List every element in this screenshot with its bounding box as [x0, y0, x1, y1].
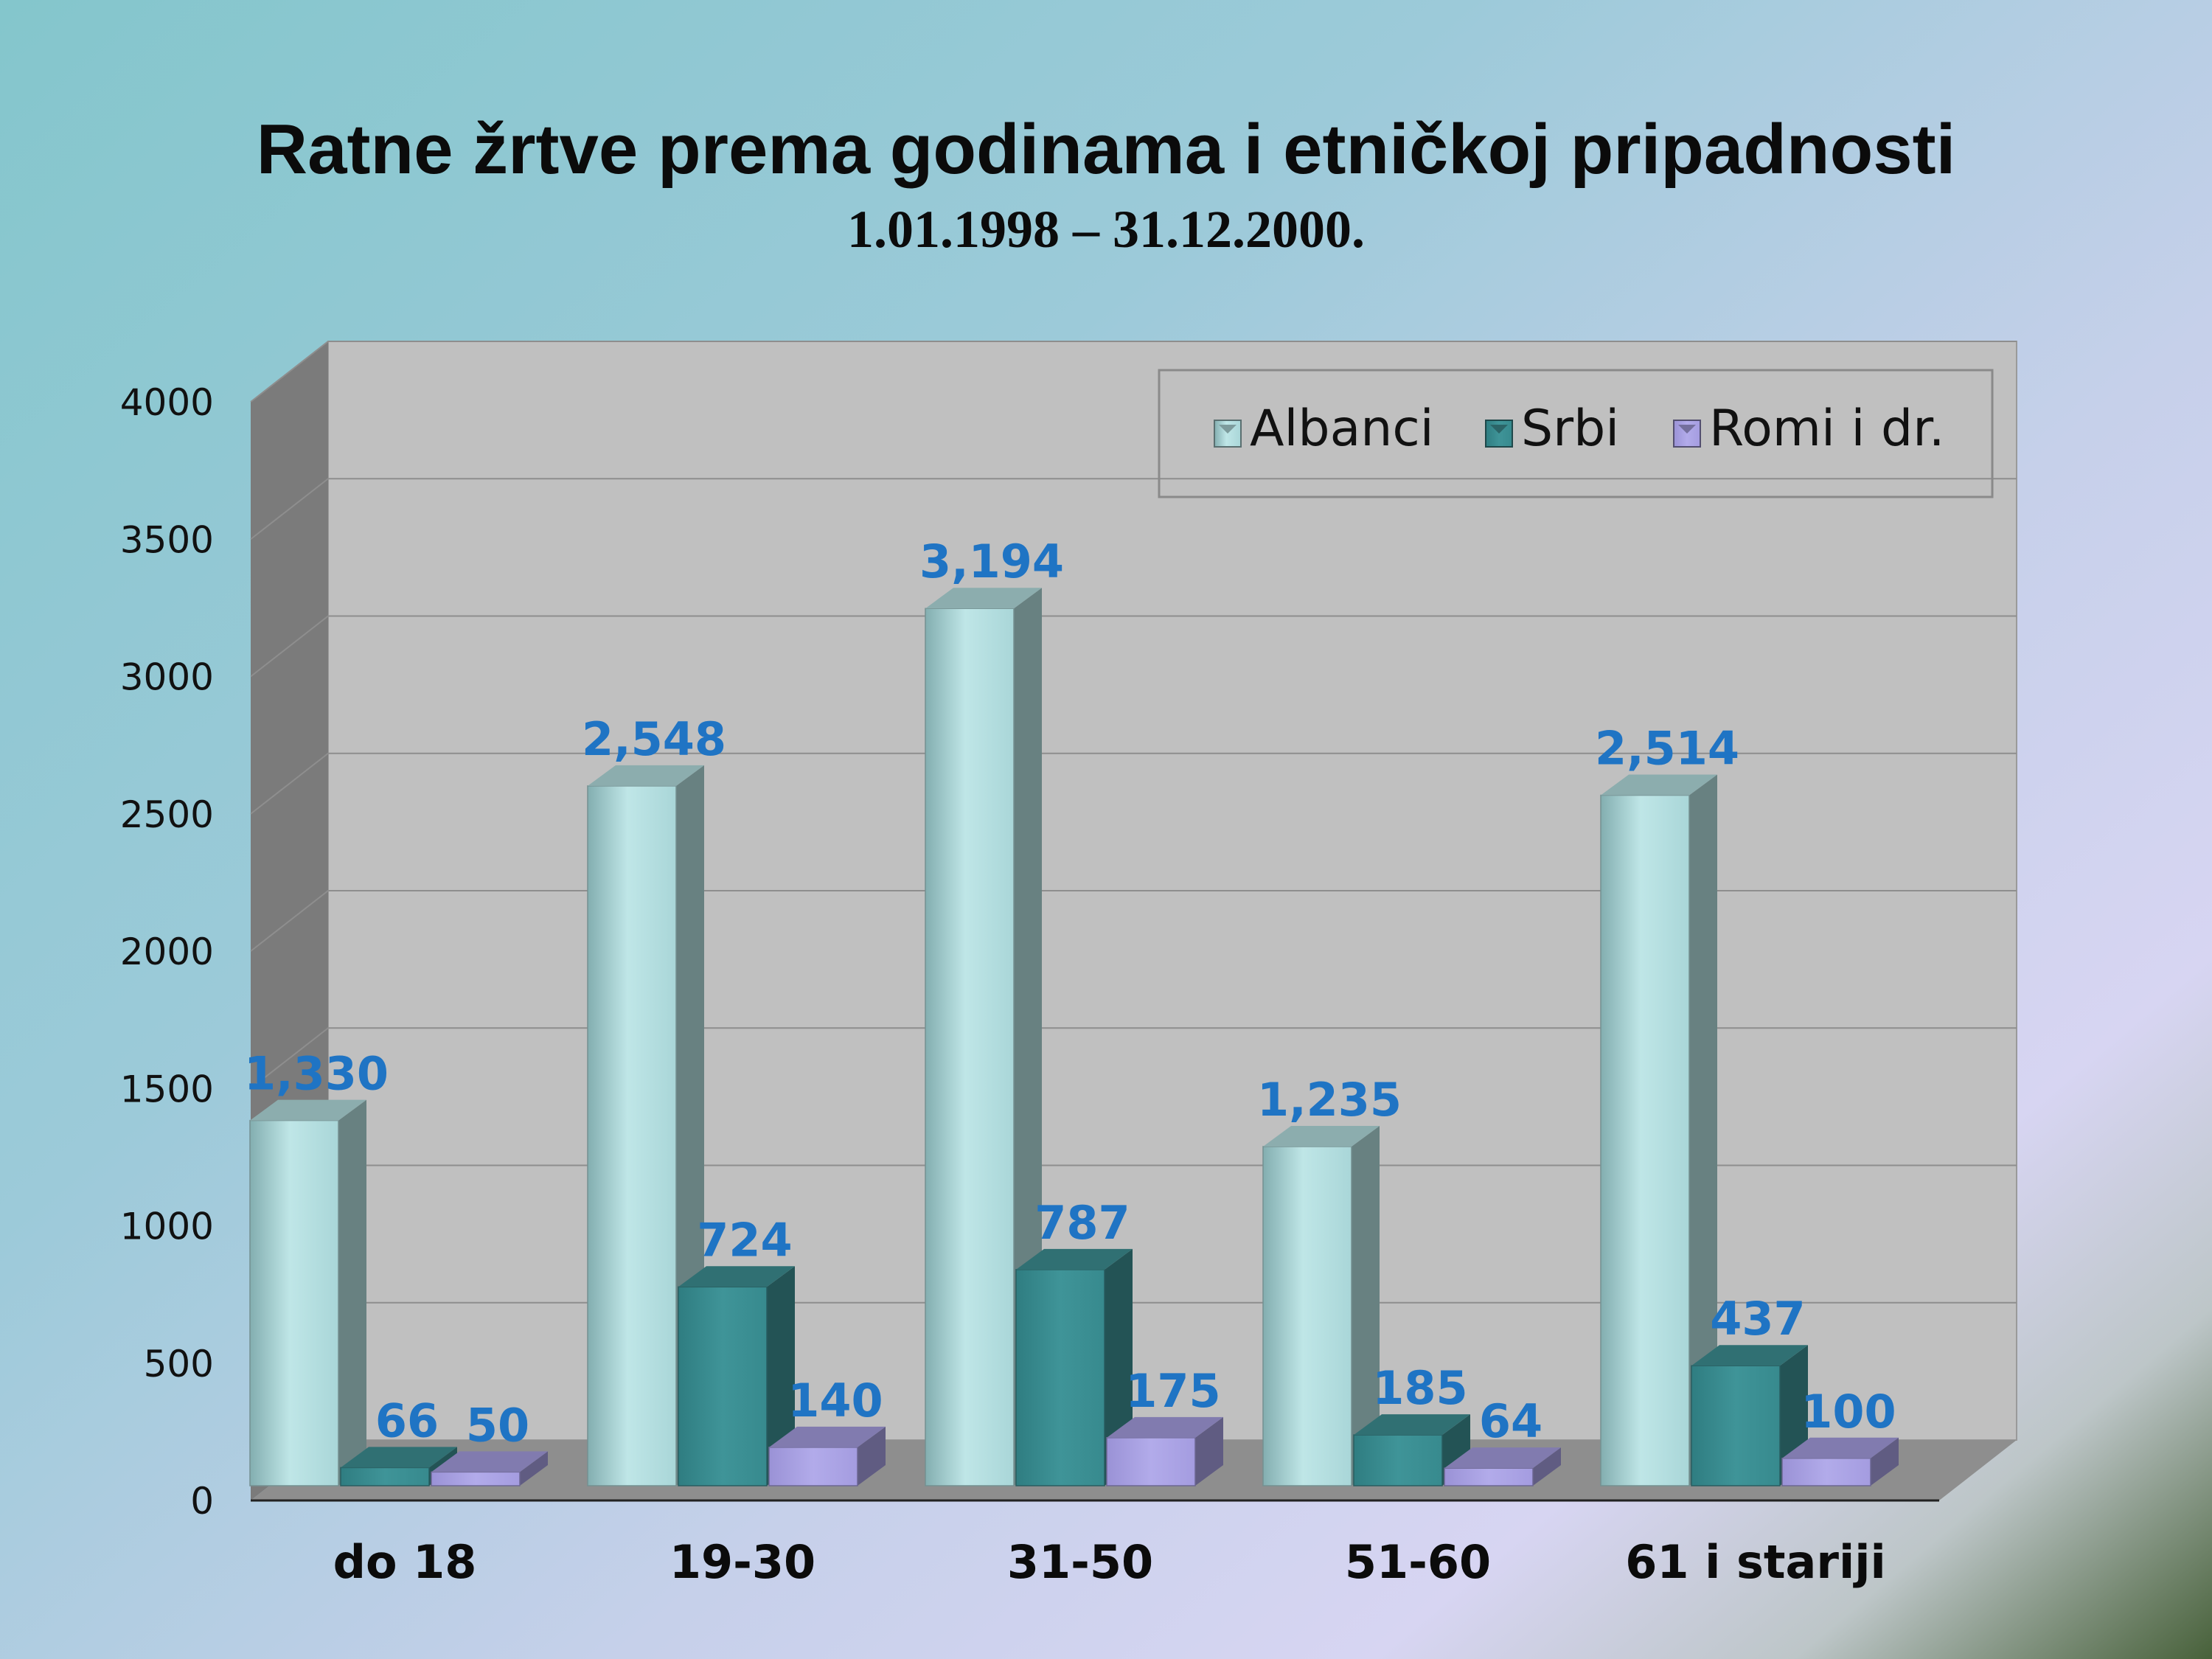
y-tick-label: 0: [190, 1480, 214, 1523]
data-label: 185: [1372, 1361, 1467, 1415]
bar-side: [1689, 774, 1717, 1486]
data-label: 140: [787, 1374, 883, 1427]
data-label: 724: [697, 1213, 792, 1267]
bar-top: [1444, 1447, 1561, 1469]
legend-label: Romi i dr.: [1709, 400, 1945, 458]
bar-side: [767, 1266, 795, 1486]
bar: [1262, 1125, 1380, 1486]
legend-swatch-bevel: [1490, 425, 1508, 434]
bar-front: [1691, 1365, 1781, 1486]
chart-title: Ratne žrtve prema godinama i etničkoj pr…: [256, 110, 1956, 189]
chart-legend: Albanci Srbi Romi i dr.: [1158, 369, 1994, 498]
legend-swatch-bevel: [1678, 425, 1696, 434]
data-label: 787: [1034, 1196, 1130, 1250]
bar-top: [250, 1099, 366, 1121]
data-label: 2,548: [582, 712, 726, 766]
bar-top: [1263, 1125, 1380, 1147]
bar-top: [341, 1447, 457, 1468]
data-label: 1,235: [1257, 1073, 1402, 1127]
data-label: 1,330: [244, 1047, 389, 1101]
data-label: 437: [1710, 1292, 1805, 1346]
bar-front: [1353, 1434, 1443, 1486]
bar-side: [338, 1099, 366, 1486]
bar-front: [1600, 794, 1690, 1486]
bar: [1353, 1414, 1470, 1486]
y-tick-label: 3500: [120, 518, 214, 561]
y-tick-label: 2000: [120, 931, 214, 973]
bar-front: [1781, 1458, 1871, 1486]
y-tick-label: 1500: [120, 1068, 214, 1110]
bar-front: [1015, 1269, 1105, 1486]
y-tick-label: 2500: [120, 793, 214, 836]
x-tick-label: 51-60: [1345, 1535, 1491, 1589]
legend-label: Albanci: [1250, 400, 1434, 458]
bar-top: [1354, 1414, 1470, 1436]
bar: [587, 765, 704, 1486]
bar: [1444, 1447, 1561, 1486]
legend-swatch-bevel: [1219, 425, 1237, 434]
bar-front: [587, 785, 677, 1486]
bar-front: [431, 1471, 521, 1486]
bar: [431, 1451, 548, 1486]
bar-front: [1444, 1467, 1534, 1486]
bar-top: [925, 588, 1042, 609]
gridline: [250, 1027, 2017, 1090]
data-label: 3,194: [919, 535, 1064, 588]
gridline: [250, 341, 2017, 403]
y-tick-label: 500: [144, 1343, 214, 1385]
data-label: 100: [1801, 1385, 1896, 1439]
gridline: [250, 478, 2017, 540]
bar-top: [588, 765, 704, 786]
bar: [768, 1426, 886, 1486]
bar-top: [1107, 1416, 1223, 1438]
bar: [678, 1266, 795, 1486]
chart-subtitle: 1.01.1998 – 31.12.2000.: [847, 200, 1365, 259]
bar-front: [678, 1286, 768, 1486]
data-label: 175: [1125, 1364, 1220, 1418]
bar: [1600, 774, 1717, 1486]
y-tick-label: 1000: [120, 1206, 214, 1248]
bar-side: [1352, 1125, 1380, 1486]
bar-front: [249, 1119, 339, 1486]
legend-label: Srbi: [1521, 400, 1619, 458]
bar-front: [925, 608, 1015, 1486]
bar-side: [1533, 1447, 1561, 1486]
bar-top: [678, 1266, 795, 1287]
y-tick-label: 4000: [120, 381, 214, 424]
bar: [1691, 1345, 1808, 1486]
bar-top: [1601, 774, 1717, 796]
bar-side: [1871, 1437, 1899, 1486]
bar-top: [769, 1426, 886, 1447]
gridline: [250, 890, 2017, 952]
x-tick-label: 61 i stariji: [1625, 1535, 1885, 1589]
data-label: 2,514: [1595, 722, 1739, 776]
bar: [1106, 1416, 1223, 1486]
bar: [1015, 1248, 1133, 1486]
bar-top: [1016, 1248, 1133, 1270]
y-tick-label: 3000: [120, 656, 214, 699]
bar-top: [431, 1451, 548, 1472]
bar: [1781, 1437, 1899, 1486]
legend-box: [1158, 369, 1994, 498]
bar-side: [1195, 1416, 1223, 1486]
bar-top: [1691, 1345, 1808, 1366]
data-label: 64: [1479, 1394, 1543, 1448]
bar-side: [520, 1451, 548, 1486]
data-label: 66: [375, 1394, 439, 1447]
x-tick-label: do 18: [333, 1535, 477, 1589]
bar-front: [768, 1447, 858, 1486]
data-label: 50: [466, 1398, 529, 1452]
gridline: [250, 615, 2017, 678]
bar: [249, 1099, 366, 1486]
bar-front: [1106, 1437, 1196, 1486]
gridline: [250, 752, 2017, 815]
bar-front: [340, 1467, 430, 1486]
bar-top: [1782, 1437, 1899, 1458]
x-tick-label: 31-50: [1007, 1535, 1153, 1589]
bar-front: [1262, 1146, 1352, 1486]
x-tick-label: 19-30: [669, 1535, 815, 1589]
bar-side: [858, 1426, 886, 1486]
